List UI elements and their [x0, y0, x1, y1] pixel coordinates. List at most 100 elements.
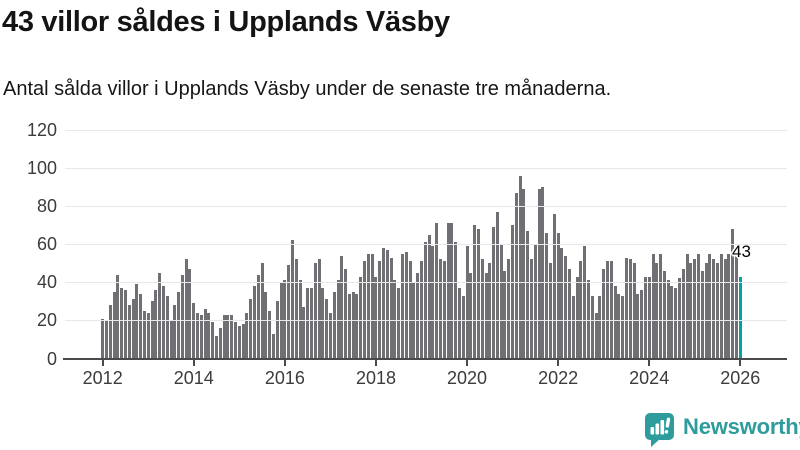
- x-tick-label: 2024: [629, 368, 670, 388]
- bar: [731, 228, 735, 359]
- bar: [173, 305, 177, 359]
- bar: [416, 272, 420, 359]
- bar: [469, 272, 473, 359]
- x-tick-label: 2020: [446, 368, 488, 388]
- bar: [378, 261, 382, 359]
- bar: [556, 232, 560, 359]
- bar: [446, 223, 450, 359]
- bar: [484, 272, 488, 359]
- x-tick-2014: [192, 360, 195, 366]
- bar: [401, 253, 405, 359]
- bar: [298, 280, 302, 359]
- bar: [366, 253, 370, 359]
- bar: [537, 188, 541, 359]
- bar: [275, 301, 279, 359]
- x-tick-2020: [466, 360, 468, 366]
- bar: [154, 289, 158, 359]
- bar: [659, 253, 663, 359]
- gridline-y-120: [65, 129, 787, 131]
- bar: [632, 263, 636, 359]
- bar: [530, 259, 534, 359]
- y-tick-label: 60: [36, 234, 57, 255]
- bar: [586, 280, 590, 359]
- bar: [564, 255, 568, 359]
- bar: [465, 246, 469, 359]
- bar: [457, 288, 461, 359]
- bar: [549, 263, 553, 359]
- bar: [689, 263, 693, 359]
- bar: [735, 253, 738, 359]
- bar: [268, 310, 272, 359]
- bar: [150, 301, 154, 359]
- x-tick-label: 2026: [720, 368, 761, 388]
- bar: [583, 246, 587, 359]
- x-tick-2016: [283, 360, 286, 366]
- bar: [712, 259, 716, 359]
- bar: [218, 328, 222, 359]
- bar: [704, 263, 708, 359]
- bar: [697, 253, 701, 359]
- bar: [640, 289, 644, 359]
- bar: [196, 312, 200, 359]
- bar: [605, 261, 609, 359]
- last-bar-value-label: 43: [732, 242, 751, 261]
- bar: [108, 305, 112, 359]
- x-tick-2026: [739, 360, 742, 366]
- bar: [241, 324, 245, 359]
- bar: [309, 288, 313, 359]
- bar: [199, 314, 203, 359]
- bar: [374, 276, 378, 359]
- bar: [655, 263, 659, 359]
- bar: [488, 263, 492, 359]
- y-tick-label: 100: [26, 157, 57, 178]
- x-tick-label: 2022: [538, 368, 579, 388]
- bar: [321, 288, 325, 359]
- x-tick-label: 2016: [264, 368, 305, 388]
- bar: [234, 322, 238, 359]
- bar: [685, 253, 689, 359]
- bar: [264, 291, 268, 359]
- bar: [363, 261, 367, 359]
- bar: [260, 263, 264, 359]
- x-tick-label: 2014: [173, 368, 214, 388]
- gridline-y-20: [65, 320, 787, 322]
- bar: [651, 253, 655, 359]
- chart-subtitle: Antal sålda villor i Upplands Väsby unde…: [3, 78, 612, 100]
- bar: [708, 253, 712, 359]
- bar: [454, 242, 458, 359]
- bar: [256, 274, 260, 359]
- newsworthy-logo-link[interactable]: Newsworthy: [644, 412, 800, 450]
- y-tick-label: 120: [26, 119, 57, 140]
- bar: [602, 268, 606, 359]
- bar: [503, 270, 507, 359]
- highlighted-bar: [738, 276, 742, 359]
- bar: [101, 318, 105, 359]
- x-tick-label: 2012: [82, 368, 123, 388]
- bar: [332, 291, 336, 359]
- bar: [215, 335, 219, 359]
- bar: [423, 242, 427, 359]
- bar: [385, 249, 389, 359]
- x-tick-2012: [101, 360, 104, 366]
- bar: [674, 288, 678, 359]
- bar: [294, 259, 298, 359]
- x-tick-2022: [557, 360, 560, 366]
- bar: [598, 295, 602, 359]
- bar: [681, 268, 685, 359]
- bar: [180, 274, 184, 359]
- bar: [302, 307, 306, 359]
- bar: [579, 261, 583, 359]
- gridline-y-100: [65, 167, 787, 169]
- bar: [518, 175, 522, 359]
- bar: [522, 188, 526, 359]
- bar: [203, 308, 207, 359]
- bar: [450, 223, 454, 359]
- bar: [435, 223, 439, 359]
- bar: [662, 270, 666, 359]
- bar: [647, 276, 651, 359]
- bar: [643, 276, 647, 359]
- bar: [552, 213, 556, 359]
- bar: [670, 286, 674, 359]
- bar: [237, 326, 241, 359]
